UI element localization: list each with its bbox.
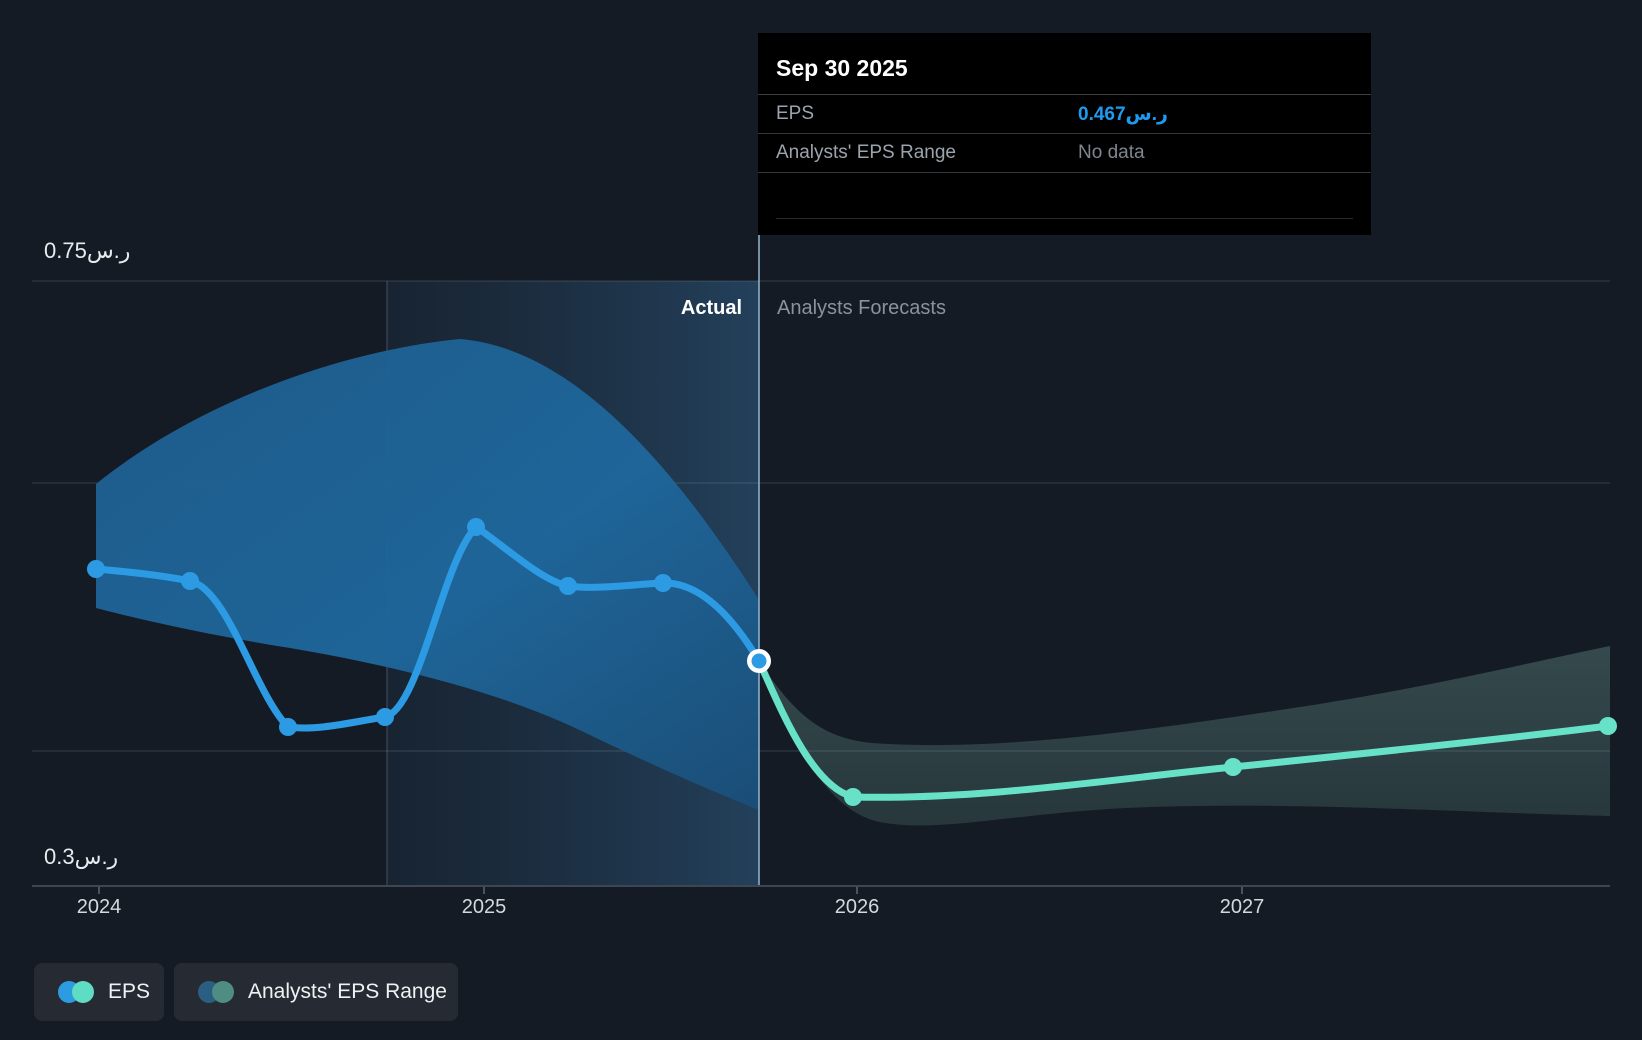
y-axis-label-max: 0.75ر.س [44, 238, 131, 263]
tooltip-footer-divider [776, 218, 1353, 235]
legend-eps-label: EPS [108, 980, 151, 1003]
eps-legend-dots-icon [58, 981, 94, 1003]
x-axis-ticks [98, 887, 1243, 894]
tooltip-date: Sep 30 2025 [758, 33, 1371, 95]
tooltip-row-range: Analysts' EPS Range No data [758, 134, 1371, 173]
eps-forecast-points[interactable] [844, 717, 1617, 806]
chart-tooltip: Sep 30 2025 EPS 0.467ر.س Analysts' EPS R… [758, 33, 1371, 235]
eps-actual-points[interactable] [87, 518, 672, 736]
tooltip-spacer [758, 173, 1371, 218]
tooltip-eps-label: EPS [776, 103, 815, 124]
tooltip-range-label: Analysts' EPS Range [776, 142, 956, 163]
x-axis-label-2025: 2025 [461, 896, 507, 918]
range-legend-dots-icon [198, 981, 234, 1003]
hovered-point[interactable] [747, 649, 771, 673]
actual-section-label: Actual [680, 297, 742, 319]
forecasts-section-label: Analysts Forecasts [777, 297, 946, 319]
muted-teal-dot-icon [212, 981, 234, 1003]
forecast-range-band [759, 646, 1610, 826]
tooltip-eps-value: 0.467ر.س [1078, 103, 1168, 125]
actual-range-band [96, 339, 759, 810]
x-axis-label-2026: 2026 [834, 896, 880, 918]
x-axis-label-2027: 2027 [1219, 896, 1265, 918]
teal-dot-icon [72, 981, 94, 1003]
tooltip-row-eps: EPS 0.467ر.س [758, 95, 1371, 134]
x-axis-label-2024: 2024 [76, 896, 122, 918]
y-axis-label-min: 0.3ر.س [44, 844, 119, 869]
legend-range-label: Analysts' EPS Range [248, 980, 447, 1003]
legend-item-eps[interactable]: EPS [34, 963, 164, 1021]
eps-forecast-line [755, 657, 1612, 801]
tooltip-range-value: No data [1078, 142, 1145, 163]
legend-item-analysts-eps-range[interactable]: Analysts' EPS Range [174, 963, 458, 1021]
eps-actual-line [92, 522, 763, 732]
